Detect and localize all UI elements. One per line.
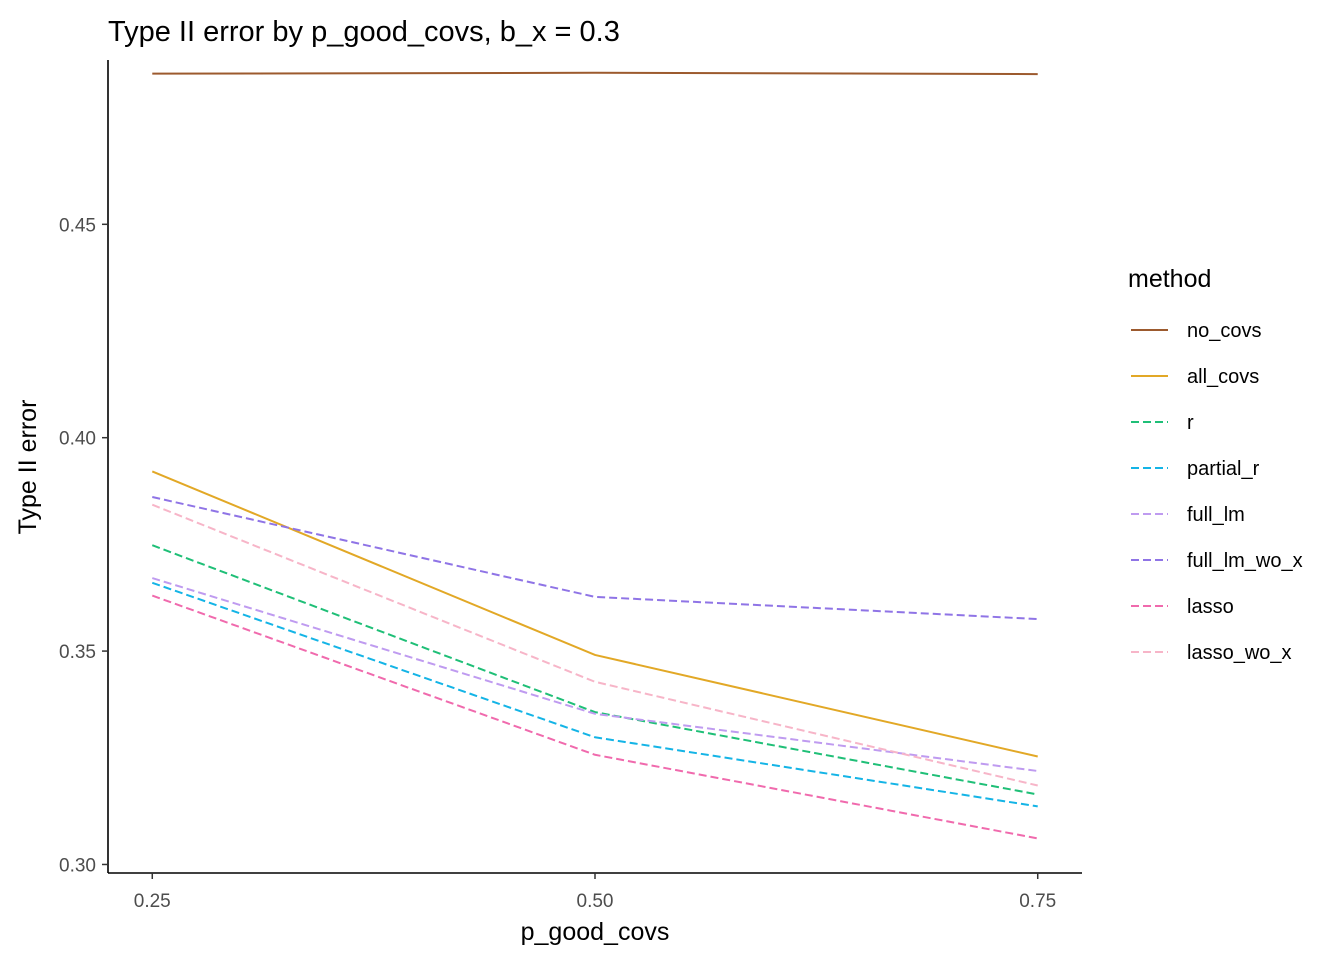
legend-title: method (1128, 265, 1211, 293)
legend-label: r (1187, 412, 1194, 434)
series-line-lasso (151, 594, 1038, 840)
y-tick-label: 0.30 (59, 855, 96, 876)
x-tick-label: 0.25 (134, 891, 171, 912)
legend-item-r: r (1131, 412, 1194, 434)
legend-label: all_covs (1187, 366, 1259, 388)
series-line-full-lm-wo-x (152, 496, 1038, 621)
legend-label: full_lm_wo_x (1187, 550, 1303, 572)
x-axis-ticks: 0.25 0.50 0.75 (134, 873, 1056, 912)
series-line-partial-r (151, 581, 1038, 808)
legend-item-lasso: lasso (1131, 596, 1234, 618)
legend-item-lasso-wo-x: lasso_wo_x (1131, 642, 1292, 664)
series-line-no-covs (152, 71, 1038, 76)
series-line-all-covs (151, 470, 1038, 758)
legend-item-all-covs: all_covs (1131, 366, 1259, 388)
series-line-full-lm (151, 577, 1038, 772)
y-tick-label: 0.35 (59, 642, 96, 663)
legend-label: no_covs (1187, 320, 1262, 342)
y-axis-ticks: 0.30 0.35 0.40 0.45 (59, 215, 108, 876)
plot-area (151, 71, 1038, 840)
series-line-r (151, 544, 1038, 796)
series-line-lasso-wo-x (151, 503, 1038, 787)
y-axis-title: Type II error (14, 400, 42, 535)
y-tick-label: 0.40 (59, 429, 96, 450)
chart-title: Type II error by p_good_covs, b_x = 0.3 (108, 16, 620, 48)
legend-label: lasso_wo_x (1187, 642, 1292, 664)
legend-item-partial-r: partial_r (1131, 458, 1260, 480)
legend-item-no-covs: no_covs (1131, 320, 1262, 342)
legend-label: full_lm (1187, 504, 1245, 526)
legend-item-full-lm: full_lm (1131, 504, 1245, 526)
x-tick-label: 0.75 (1019, 891, 1056, 912)
y-tick-label: 0.45 (59, 215, 96, 236)
x-tick-label: 0.50 (577, 891, 614, 912)
legend-item-full-lm-wo-x: full_lm_wo_x (1131, 550, 1303, 572)
x-axis-title: p_good_covs (521, 918, 670, 946)
legend-label: lasso (1187, 596, 1234, 618)
legend-label: partial_r (1187, 458, 1260, 480)
